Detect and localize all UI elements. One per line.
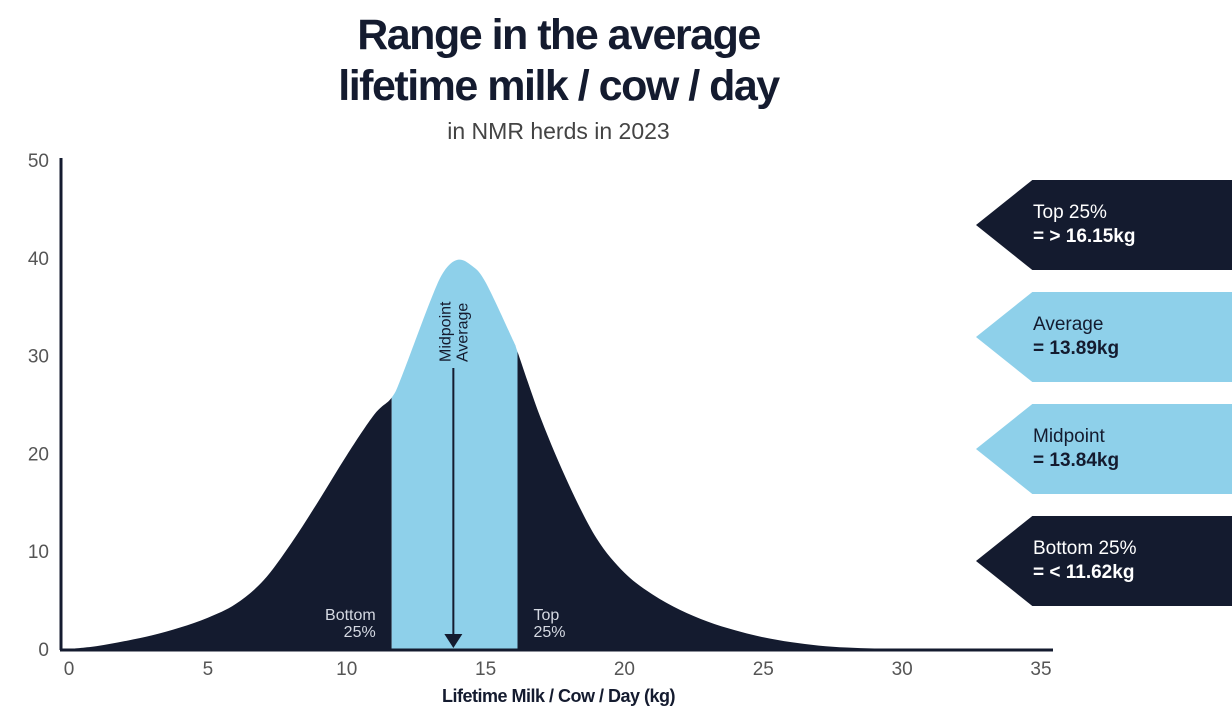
arrow-tag-shape [976, 292, 1232, 382]
legend-badge-top-25: Top 25% = > 16.15kg [976, 180, 1232, 270]
y-tick-label: 30 [28, 347, 49, 368]
legend-badge-bottom-25: Bottom 25% = < 11.62kg [976, 516, 1232, 606]
x-tick-label: 30 [892, 659, 913, 680]
legend-label: Average [1033, 314, 1104, 335]
x-axis-label: Lifetime Milk / Cow / Day (kg) [441, 686, 676, 706]
legend-label: Bottom 25% [1033, 538, 1137, 559]
legend-value: = > 16.15kg [1033, 226, 1136, 247]
y-tick-label: 20 [28, 444, 49, 465]
legend-badge-average: Average = 13.89kg [976, 292, 1232, 382]
chart-title-line-1: Range in the average [357, 11, 761, 59]
arrow-tag-shape [976, 180, 1232, 270]
legend-badge-midpoint: Midpoint = 13.84kg [976, 404, 1232, 494]
midpoint-average-label: Midpoint [437, 301, 454, 362]
legend-label: Top 25% [1033, 202, 1107, 223]
y-tick-label: 40 [28, 249, 49, 270]
distribution-band-top-25- [517, 259, 1041, 649]
chart-subtitle: in NMR herds in 2023 [447, 118, 670, 144]
chart-title-line-2: lifetime milk / cow / day [338, 62, 780, 110]
y-tick-label: 0 [38, 640, 49, 661]
distribution-band-middle [391, 259, 518, 649]
bottom-25-band-label: 25% [344, 624, 376, 641]
midpoint-average-label: Average [454, 303, 471, 362]
x-tick-label: 25 [753, 659, 774, 680]
arrow-tag-shape [976, 516, 1232, 606]
x-tick-label: 35 [1030, 659, 1051, 680]
y-tick-label: 50 [28, 151, 49, 172]
x-tick-label: 0 [64, 659, 75, 680]
top-25-band-label: Top [534, 607, 560, 624]
legend-value: = 13.84kg [1033, 450, 1120, 471]
legend-label: Midpoint [1033, 426, 1105, 447]
x-tick-label: 5 [203, 659, 214, 680]
y-tick-label: 10 [28, 542, 49, 563]
x-tick-label: 10 [336, 659, 357, 680]
bottom-25-band-label: Bottom [325, 607, 376, 624]
midpoint-arrow-head-icon [444, 634, 463, 648]
legend-value: = 13.89kg [1033, 338, 1120, 359]
legend-value: = < 11.62kg [1033, 562, 1135, 583]
top-25-band-label: 25% [534, 624, 566, 641]
x-tick-label: 15 [475, 659, 496, 680]
arrow-tag-shape [976, 404, 1232, 494]
x-tick-label: 20 [614, 659, 635, 680]
distribution-band-bottom-25- [69, 259, 392, 649]
